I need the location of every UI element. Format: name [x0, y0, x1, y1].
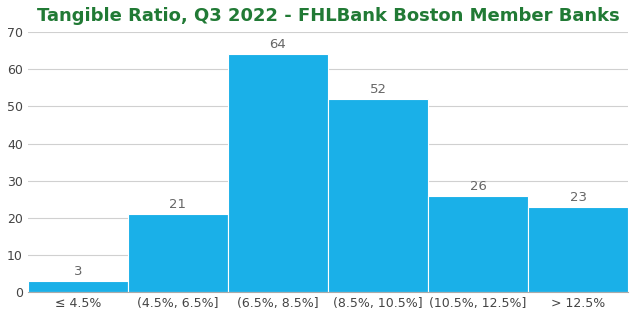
- Text: 52: 52: [370, 83, 387, 96]
- Bar: [528, 207, 628, 292]
- Bar: [128, 214, 228, 292]
- Bar: [428, 196, 528, 292]
- Text: 26: 26: [469, 180, 486, 193]
- Bar: [228, 54, 328, 292]
- Text: 23: 23: [570, 191, 587, 204]
- Text: 21: 21: [170, 198, 186, 211]
- Text: 64: 64: [269, 38, 286, 51]
- Title: Tangible Ratio, Q3 2022 - FHLBank Boston Member Banks: Tangible Ratio, Q3 2022 - FHLBank Boston…: [37, 7, 619, 25]
- Bar: [328, 99, 428, 292]
- Bar: [28, 281, 128, 292]
- Text: 3: 3: [74, 265, 82, 278]
